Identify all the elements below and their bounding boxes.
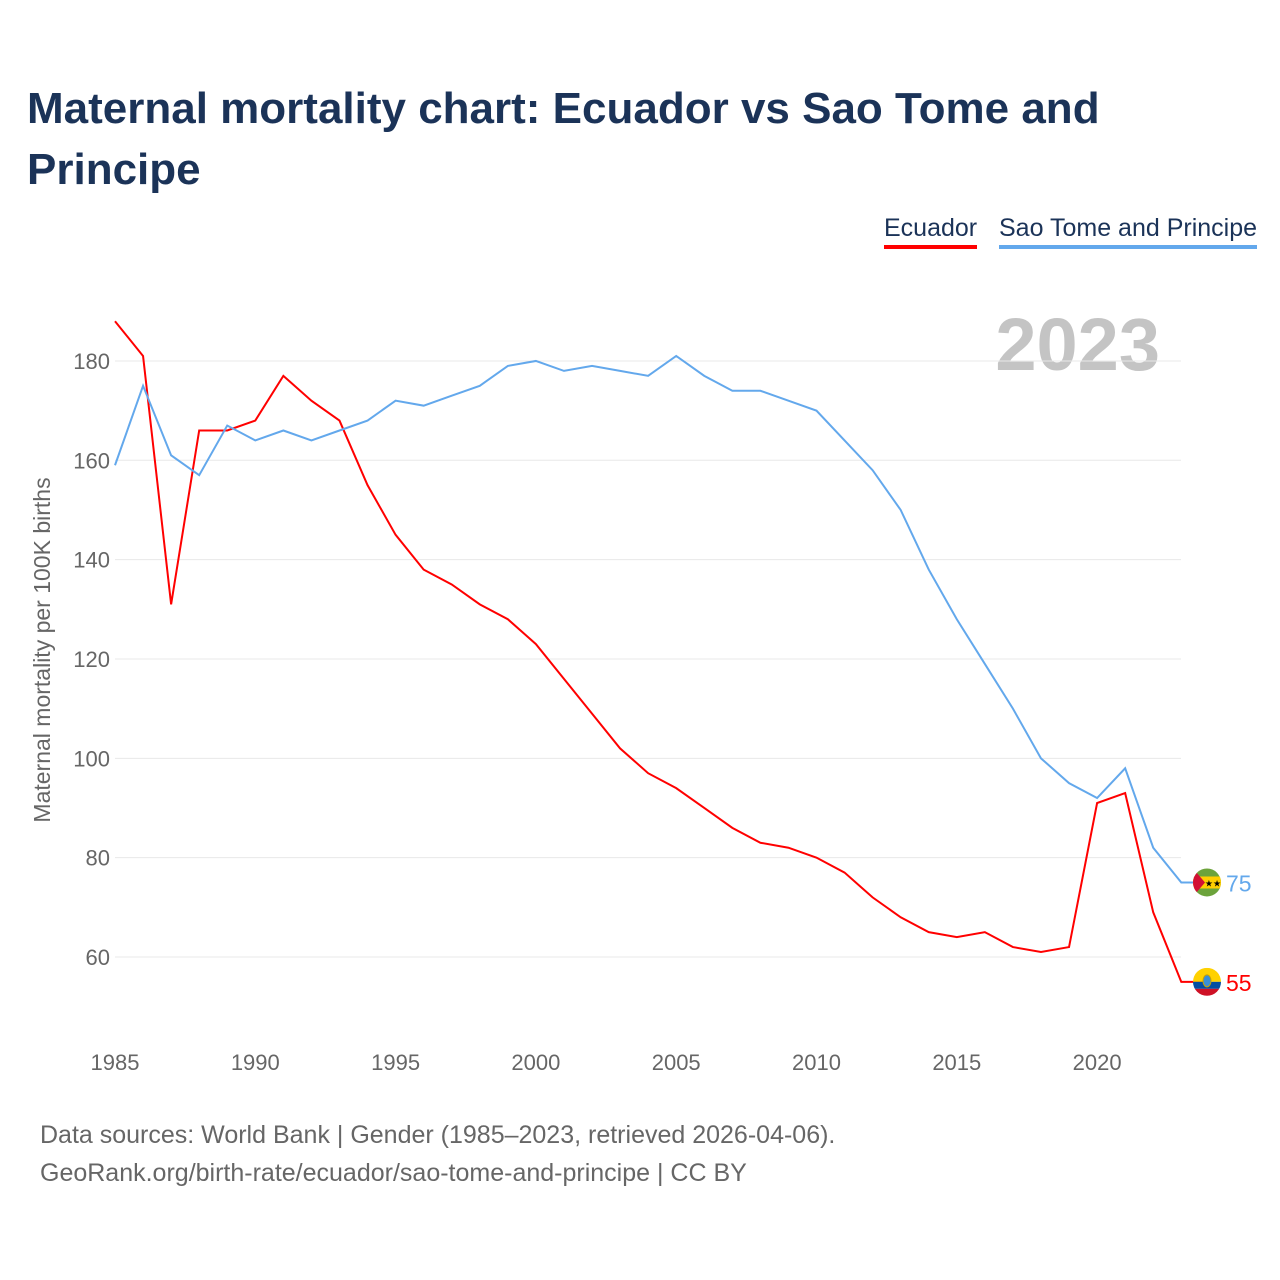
y-tick-label: 80 [86, 846, 110, 871]
x-tick-label: 2000 [511, 1050, 560, 1075]
end-value-label: 75 [1226, 870, 1252, 896]
source-line-2[interactable]: GeoRank.org/birth-rate/ecuador/sao-tome-… [40, 1159, 747, 1187]
end-value-label: 55 [1226, 970, 1252, 996]
y-tick-label: 60 [86, 945, 110, 970]
chart-title: Maternal mortality chart: Ecuador vs Sao… [27, 84, 1100, 194]
sao-tome-flag-icon: ★★ [1193, 868, 1221, 897]
y-tick-label: 140 [73, 548, 110, 573]
ecuador-flag-icon [1193, 967, 1221, 996]
x-tick-label: 2020 [1073, 1050, 1122, 1075]
y-tick-label: 180 [73, 349, 110, 374]
y-axis-label: Maternal mortality per 100K births [29, 477, 55, 822]
legend-ecuador[interactable]: Ecuador [884, 214, 978, 249]
x-tick-label: 2015 [932, 1050, 981, 1075]
series-line-sao-tome [114, 354, 1207, 884]
x-tick-label: 1985 [91, 1050, 140, 1075]
svg-text:★★: ★★ [1205, 878, 1221, 888]
year-watermark: 2023 [995, 303, 1160, 386]
x-tick-label: 2010 [792, 1050, 841, 1075]
y-tick-label: 160 [73, 448, 110, 473]
source-note: Data sources: World Bank | Gender (1985–… [40, 1116, 835, 1192]
series-line-ecuador [114, 320, 1207, 983]
legend-sao-tome[interactable]: Sao Tome and Principe [999, 214, 1258, 249]
source-line-1: Data sources: World Bank | Gender (1985–… [40, 1121, 836, 1149]
x-tick-label: 1995 [371, 1050, 420, 1075]
x-tick-label: 1990 [231, 1050, 280, 1075]
y-tick-label: 100 [73, 746, 110, 771]
y-tick-label: 120 [73, 647, 110, 672]
x-tick-label: 2005 [652, 1050, 701, 1075]
